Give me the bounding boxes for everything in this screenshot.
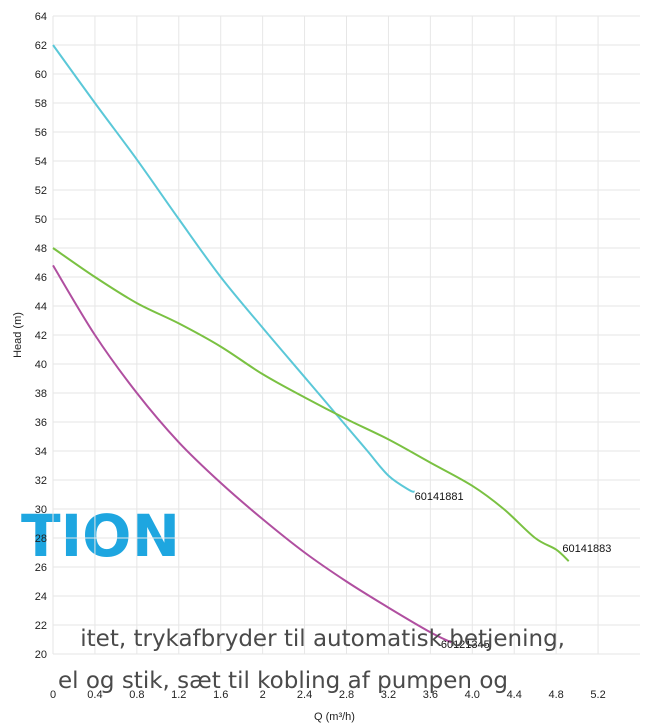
y-tick-label: 26 xyxy=(35,562,47,574)
curve-label-60141883: 60141883 xyxy=(562,543,611,555)
x-axis-ticks: 0 0.4 0.8 1.2 1.6 2 2.4 2.8 3.2 3.6 4.0 4.4 4.8 5.2 xyxy=(50,689,606,701)
x-tick-label: 0 xyxy=(50,689,56,701)
x-tick-label: 4.4 xyxy=(507,689,522,701)
grid xyxy=(52,15,640,655)
y-tick-label: 34 xyxy=(35,446,47,458)
y-tick-label: 42 xyxy=(35,330,47,342)
y-tick-label: 44 xyxy=(35,301,47,313)
series-line-60121345 xyxy=(52,264,452,644)
x-tick-label: 4.8 xyxy=(548,689,563,701)
y-tick-label: 40 xyxy=(35,359,47,371)
y-tick-label: 50 xyxy=(35,214,47,226)
y-tick-label: 52 xyxy=(35,185,47,197)
y-tick-label: 58 xyxy=(35,98,47,110)
y-tick-label: 38 xyxy=(35,388,47,400)
curve-label-60141881: 60141881 xyxy=(415,491,464,503)
y-axis-ticks: 20 22 24 26 28 30 32 34 36 38 40 42 44 46 48 50 52 54 56 58… xyxy=(35,11,47,661)
curve-labels: 60141881 60141883 60121345 xyxy=(415,491,612,651)
background-heading: TION xyxy=(21,502,180,570)
y-tick-label: 62 xyxy=(35,40,47,52)
y-tick-label: 56 xyxy=(35,127,47,139)
y-axis-title: Head (m) xyxy=(12,312,24,358)
y-tick-label: 60 xyxy=(35,69,47,81)
y-tick-label: 64 xyxy=(35,11,47,23)
background-text-line-2: el og stik, sæt til kobling af pumpen og xyxy=(57,668,508,694)
x-axis-title: Q (m³/h) xyxy=(314,711,355,723)
x-tick-label: 1.2 xyxy=(171,689,186,701)
series-line-60141883 xyxy=(52,247,570,562)
x-tick-label: 2.4 xyxy=(297,689,312,701)
y-tick-label: 32 xyxy=(35,475,47,487)
series-line-60141881 xyxy=(52,44,415,493)
y-tick-label: 30 xyxy=(35,504,47,516)
y-tick-label: 36 xyxy=(35,417,47,429)
x-tick-label: 4.0 xyxy=(465,689,480,701)
x-tick-label: 2 xyxy=(260,689,266,701)
x-tick-label: 5.2 xyxy=(590,689,605,701)
y-tick-label: 28 xyxy=(35,533,47,545)
y-tick-label: 54 xyxy=(35,156,47,168)
y-tick-label: 48 xyxy=(35,243,47,255)
x-tick-label: 1.6 xyxy=(213,689,228,701)
y-tick-label: 46 xyxy=(35,272,47,284)
curve-label-60121345: 60121345 xyxy=(441,639,490,651)
x-tick-label: 3.2 xyxy=(381,689,396,701)
y-tick-label: 22 xyxy=(35,620,47,632)
x-tick-label: 0.8 xyxy=(129,689,144,701)
y-tick-label: 20 xyxy=(35,649,47,661)
x-tick-label: 2.8 xyxy=(339,689,354,701)
series-group xyxy=(52,44,570,644)
y-tick-label: 24 xyxy=(35,591,47,603)
x-tick-label: 0.4 xyxy=(87,689,102,701)
x-tick-label: 3.6 xyxy=(423,689,438,701)
background-text-line-1: itet, trykafbryder til automatisk betjen… xyxy=(80,626,565,652)
